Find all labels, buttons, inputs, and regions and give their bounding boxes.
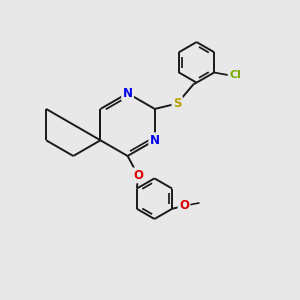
- Text: Cl: Cl: [229, 70, 241, 80]
- Text: N: N: [150, 134, 160, 147]
- Text: N: N: [123, 87, 133, 100]
- Text: S: S: [173, 97, 182, 110]
- Text: O: O: [179, 199, 189, 212]
- Text: O: O: [133, 169, 143, 182]
